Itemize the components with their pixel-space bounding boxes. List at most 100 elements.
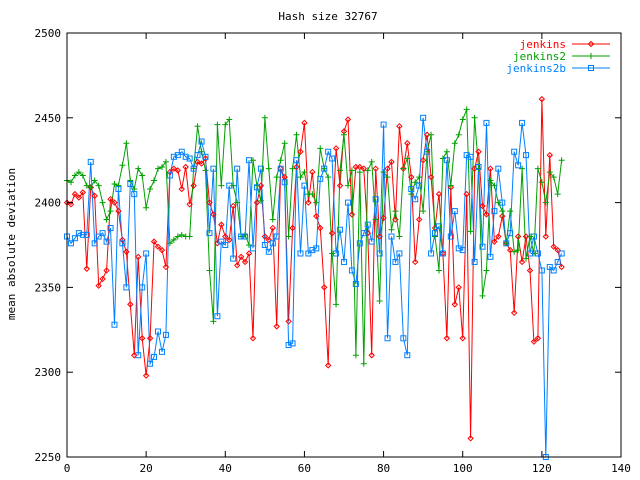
data-point (75, 169, 82, 176)
data-point (289, 165, 296, 172)
data-point (451, 140, 458, 147)
data-point (178, 231, 185, 238)
data-point (103, 238, 110, 245)
data-point (139, 172, 146, 179)
data-point (281, 140, 288, 147)
data-point (194, 158, 201, 166)
data-point (499, 199, 506, 206)
y-tick-label: 2450 (35, 112, 62, 125)
data-point (479, 243, 486, 250)
data-point (75, 230, 82, 237)
x-tick-label: 60 (298, 462, 311, 475)
data-point (546, 264, 553, 271)
data-point (309, 191, 316, 198)
data-point (111, 321, 118, 328)
data-point (123, 248, 130, 255)
data-point (372, 165, 379, 172)
y-tick-label: 2350 (35, 281, 62, 294)
data-point (234, 199, 241, 206)
data-point (396, 250, 403, 257)
data-point (558, 157, 565, 164)
plot-frame (66, 32, 622, 458)
data-point (99, 230, 106, 237)
data-point (523, 255, 530, 262)
data-point (515, 247, 522, 254)
data-point (558, 263, 565, 271)
data-point (127, 301, 134, 308)
data-point (83, 182, 90, 189)
x-tick-label: 140 (611, 462, 631, 475)
data-point (368, 238, 375, 245)
data-point (419, 156, 427, 164)
data-point (471, 258, 478, 265)
x-tick-label: 120 (532, 462, 552, 475)
data-point (151, 353, 158, 360)
data-point (186, 233, 193, 240)
data-point (95, 233, 102, 240)
data-point (293, 163, 300, 171)
data-point (360, 360, 367, 367)
data-point (222, 242, 229, 248)
data-point (404, 140, 411, 147)
y-axis-label: mean absolute deviation (5, 168, 18, 320)
data-point (166, 240, 173, 247)
axes: 0 20 40 60 80 100 120 140 2250 2300 2350 2400 2450 25… (35, 27, 631, 475)
data-point (269, 240, 276, 247)
data-point (289, 224, 296, 232)
legend-marker-jenkins2 (588, 53, 594, 59)
data-point (467, 435, 474, 442)
data-point (202, 167, 209, 174)
data-point (142, 372, 150, 379)
data-point (246, 157, 253, 164)
data-point (447, 184, 455, 191)
data-point (313, 245, 320, 252)
data-point (138, 335, 146, 342)
data-point (344, 199, 351, 206)
data-point (91, 192, 98, 200)
data-point (115, 207, 122, 215)
data-point (435, 223, 442, 230)
x-tick-label: 100 (453, 462, 473, 475)
data-point (99, 275, 106, 283)
data-point (273, 233, 280, 240)
data-point (198, 138, 205, 145)
data-point (451, 208, 458, 215)
data-point (487, 165, 494, 172)
data-point (194, 123, 201, 130)
data-point (348, 267, 355, 274)
data-point (178, 148, 185, 155)
data-point (103, 267, 110, 274)
data-point (412, 196, 419, 203)
data-point (127, 177, 134, 184)
data-point (301, 182, 308, 189)
data-point (317, 175, 324, 182)
data-point (170, 153, 177, 160)
data-point (408, 186, 415, 193)
data-point (400, 335, 407, 342)
data-point (475, 163, 482, 170)
data-point (546, 151, 553, 159)
data-point (111, 180, 118, 187)
data-point (336, 182, 344, 189)
data-point (111, 199, 118, 206)
data-point (269, 224, 276, 232)
data-point (526, 233, 533, 240)
data-point (277, 165, 284, 172)
data-point (115, 182, 122, 189)
data-point (194, 152, 201, 159)
x-tick-label: 40 (219, 462, 232, 475)
data-point (253, 184, 260, 191)
data-point (499, 212, 506, 220)
data-point (380, 169, 387, 176)
data-point (364, 167, 371, 174)
data-point (329, 250, 336, 257)
data-point (151, 177, 158, 184)
data-point (241, 258, 249, 266)
data-point (210, 318, 217, 325)
data-point (158, 348, 165, 355)
data-point (206, 199, 213, 206)
data-point (416, 174, 423, 181)
data-point (491, 208, 498, 215)
data-point (214, 313, 221, 320)
